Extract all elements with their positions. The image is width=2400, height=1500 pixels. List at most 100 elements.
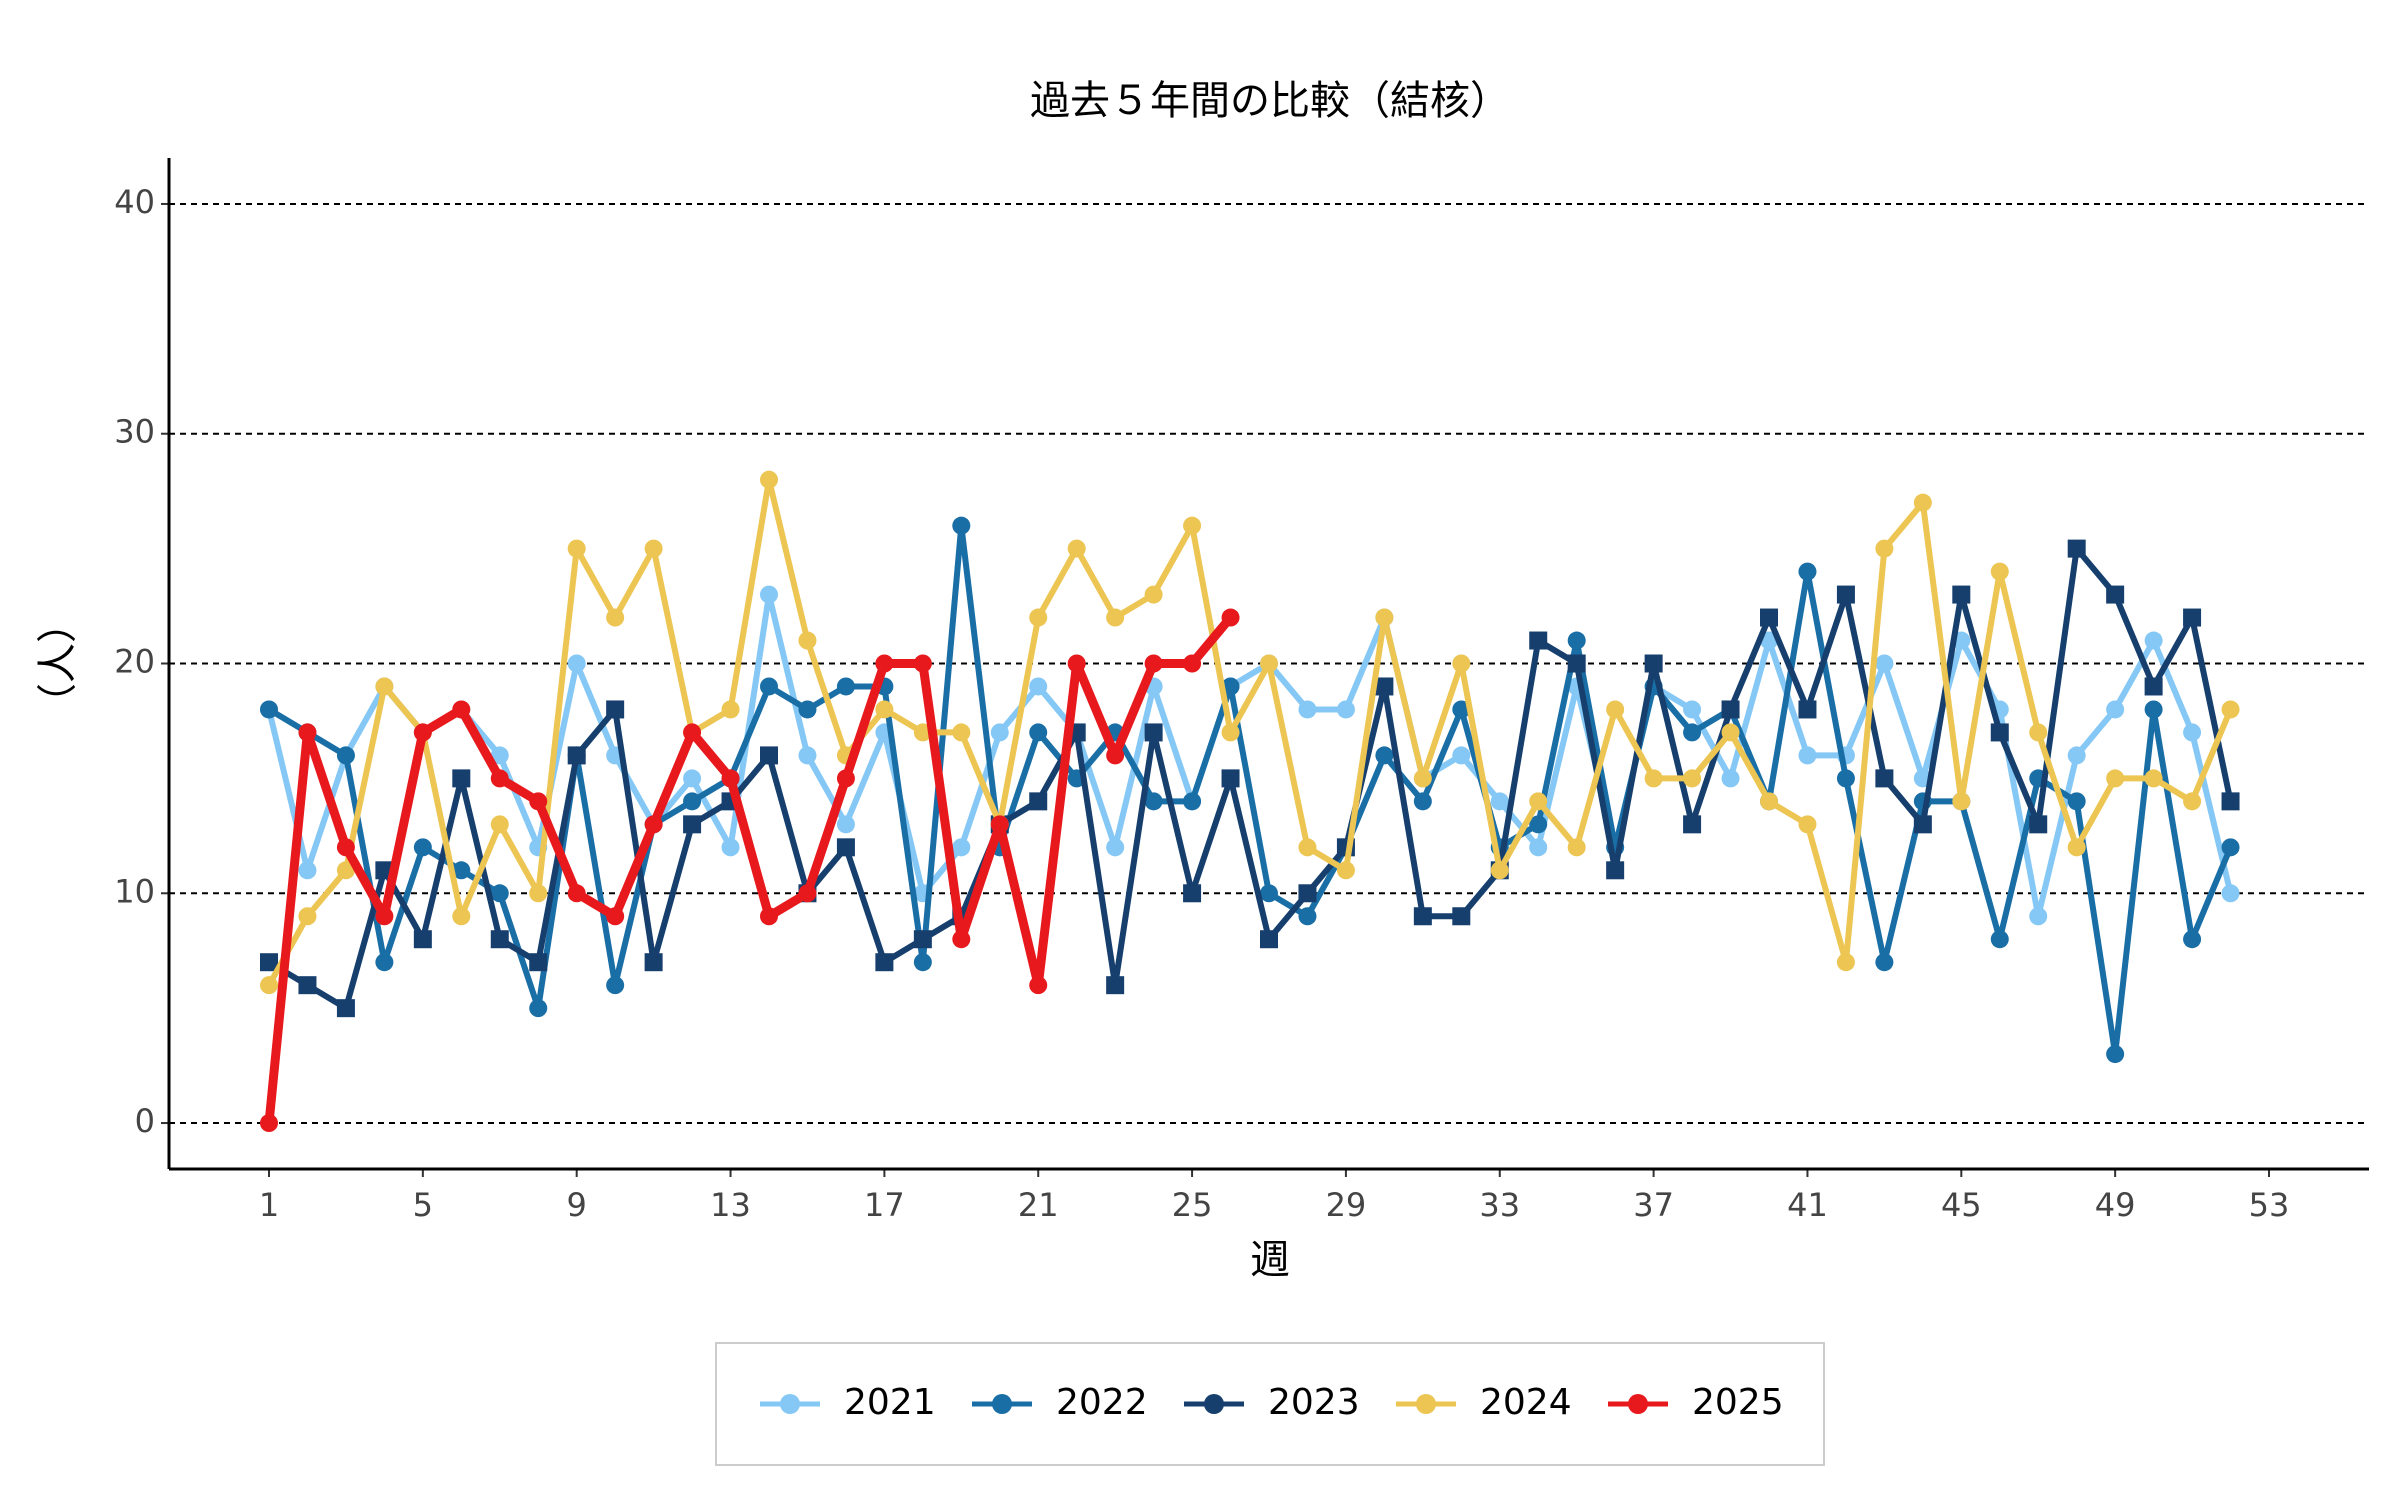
point	[1029, 976, 1048, 995]
point	[760, 585, 778, 604]
legend-label: 2022	[1056, 1382, 1148, 1423]
y-axis-label: （人）	[35, 603, 81, 723]
point	[1875, 654, 1894, 673]
point	[1567, 838, 1586, 857]
point	[875, 654, 894, 673]
point	[2144, 677, 2163, 696]
point	[1452, 654, 1471, 673]
point	[952, 930, 971, 949]
point	[1183, 516, 1202, 535]
point	[1029, 608, 1048, 627]
point	[298, 976, 317, 995]
point	[1336, 861, 1355, 880]
point	[1721, 769, 1740, 788]
point	[529, 884, 548, 903]
point	[1336, 700, 1355, 719]
point	[1375, 608, 1394, 627]
point	[2144, 631, 2163, 650]
point	[1567, 654, 1586, 673]
point	[490, 930, 509, 949]
point	[798, 746, 817, 765]
point	[567, 746, 586, 765]
point	[1683, 700, 1702, 719]
point	[336, 746, 355, 765]
point	[567, 654, 586, 673]
series-line	[266, 591, 2234, 920]
point	[2067, 838, 2086, 857]
series-line	[266, 476, 2234, 987]
point	[490, 769, 509, 788]
legend-marker	[1416, 1394, 1436, 1414]
x-axis-label: 週	[1250, 1237, 1290, 1283]
point	[798, 631, 817, 650]
point	[298, 861, 317, 880]
legend-label: 2021	[844, 1382, 936, 1423]
point	[1990, 723, 2009, 742]
point	[1452, 700, 1471, 719]
point	[1606, 700, 1625, 719]
point	[644, 815, 663, 834]
point	[2106, 585, 2125, 604]
point	[836, 677, 855, 696]
x-tick-label: 29	[1326, 1186, 1367, 1224]
point	[721, 700, 740, 719]
point	[1490, 861, 1509, 880]
point	[2183, 930, 2202, 949]
point	[606, 608, 625, 627]
point	[1490, 792, 1509, 811]
point	[1913, 493, 1932, 512]
point	[490, 746, 509, 765]
point	[836, 815, 855, 834]
point	[683, 723, 702, 742]
point	[1067, 654, 1086, 673]
x-tick-label: 33	[1479, 1186, 1520, 1224]
point	[1798, 562, 1817, 581]
point	[913, 930, 932, 949]
point	[490, 884, 509, 903]
point	[2221, 700, 2240, 719]
point	[606, 700, 625, 719]
point	[490, 815, 509, 834]
point	[260, 700, 278, 719]
point	[1683, 723, 1702, 742]
legend-marker	[992, 1394, 1012, 1414]
point	[1644, 769, 1663, 788]
point	[683, 815, 702, 834]
chart-title: 過去５年間の比較（結核）	[1030, 78, 1510, 124]
point	[452, 769, 471, 788]
x-tick-label: 9	[567, 1186, 587, 1224]
point	[952, 723, 971, 742]
point	[1760, 792, 1778, 811]
legend-marker	[1628, 1394, 1648, 1414]
legend-label: 2025	[1692, 1382, 1784, 1423]
point	[1298, 907, 1317, 926]
point	[260, 1114, 278, 1133]
point	[1298, 884, 1317, 903]
point	[1260, 884, 1278, 903]
point	[1529, 838, 1548, 857]
legend-label: 2023	[1268, 1382, 1360, 1423]
point	[1221, 677, 1240, 696]
point	[606, 907, 625, 926]
point	[1721, 723, 1740, 742]
point	[452, 700, 471, 719]
point	[2029, 723, 2048, 742]
point	[2183, 608, 2202, 627]
point	[375, 953, 394, 972]
point	[1106, 838, 1125, 857]
point	[260, 953, 278, 972]
point	[1106, 976, 1125, 995]
point	[1375, 677, 1394, 696]
point	[1413, 907, 1432, 926]
point	[1298, 838, 1317, 857]
x-tick-label: 25	[1172, 1186, 1213, 1224]
point	[375, 677, 394, 696]
point	[760, 907, 778, 926]
point	[952, 516, 971, 535]
point	[798, 700, 817, 719]
point	[2106, 1045, 2125, 1064]
point	[2221, 792, 2240, 811]
point	[452, 907, 471, 926]
point	[644, 539, 663, 558]
point	[1875, 539, 1894, 558]
